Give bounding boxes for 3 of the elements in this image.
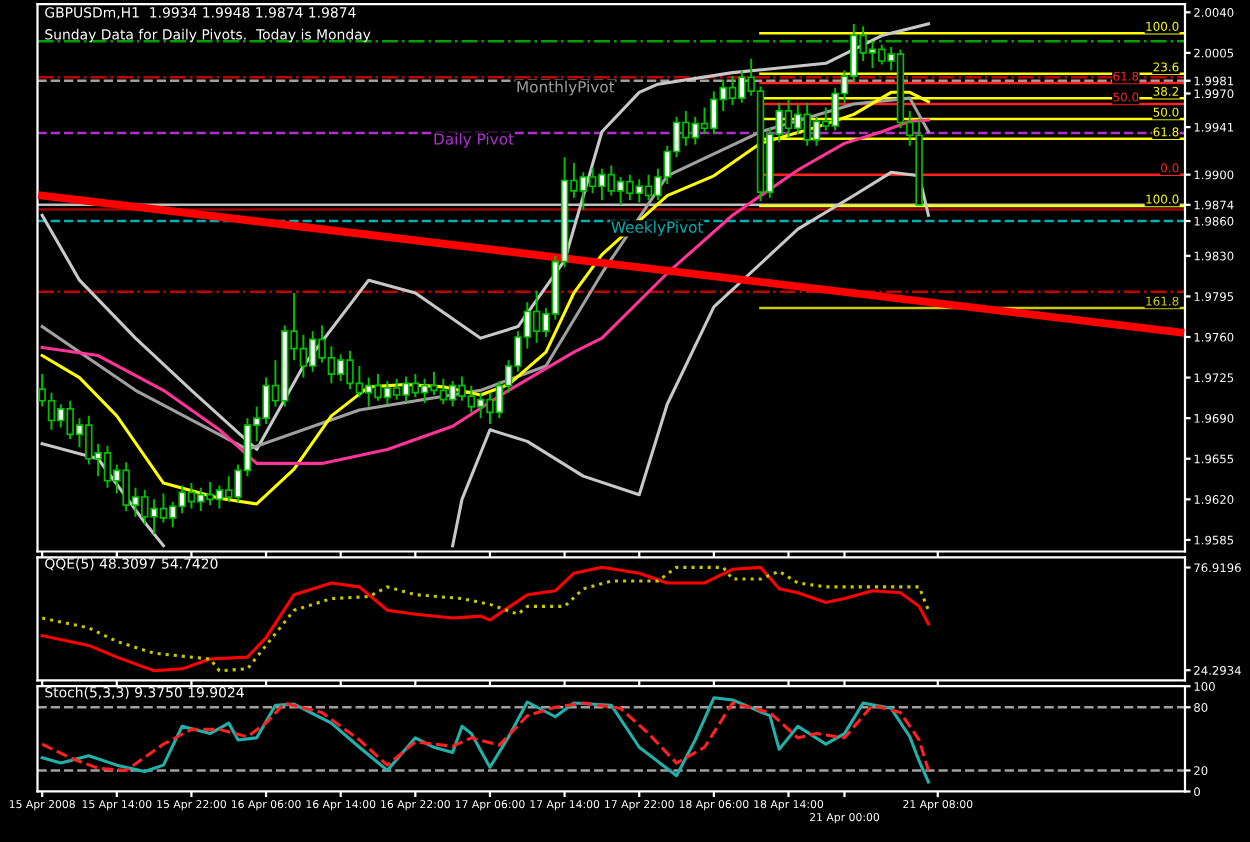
line-series [40, 696, 930, 784]
line-series [40, 701, 930, 772]
line-series [40, 442, 165, 548]
